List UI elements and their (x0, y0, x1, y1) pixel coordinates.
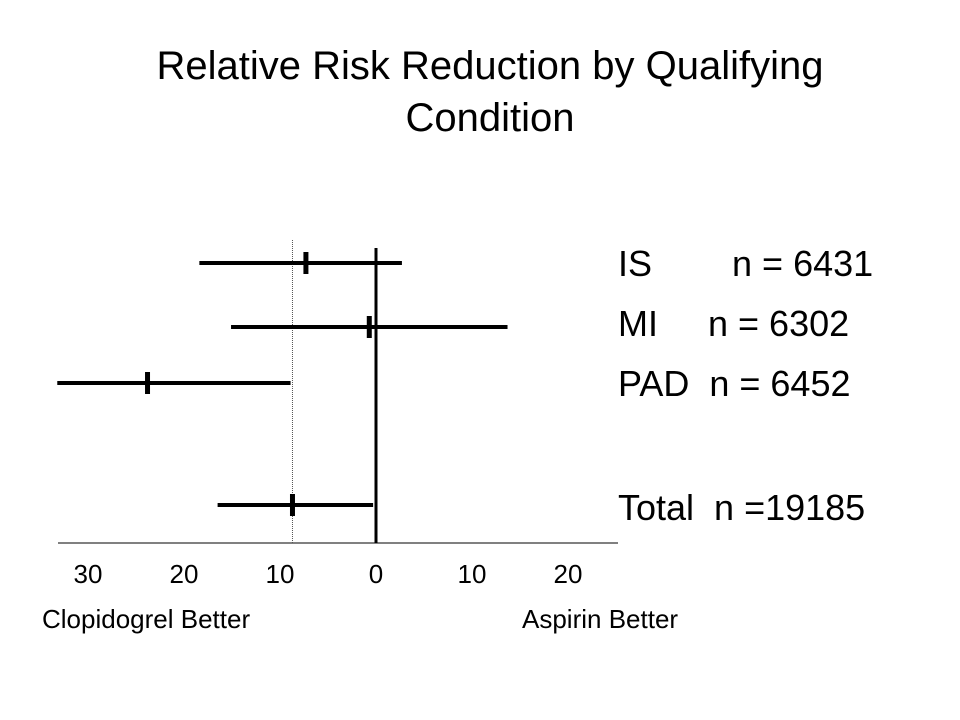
direction-label-clopidogrel: Clopidogrel Better (42, 604, 251, 634)
row-label-total: Total n =19185 (618, 487, 866, 528)
x-tick-label: 20 (554, 559, 583, 589)
x-tick-label: 10 (458, 559, 487, 589)
direction-label-aspirin: Aspirin Better (522, 604, 679, 634)
slide-title-line-1: Relative Risk Reduction by Qualifying (156, 44, 824, 88)
ticks-layer: 30 20 10 0 10 20 (74, 559, 583, 589)
row-label-mi: MI n = 6302 (618, 303, 850, 344)
slide-title-line-2: Condition (405, 96, 575, 140)
row-label-is: IS n = 6431 (618, 243, 874, 284)
grid-layer (58, 240, 618, 544)
x-tick-label: 0 (369, 559, 383, 589)
slide-title: Relative Risk Reduction by Qualifying Co… (0, 40, 960, 144)
x-tick-label: 20 (170, 559, 199, 589)
row-label-pad: PAD n = 6452 (618, 363, 851, 404)
x-tick-label: 30 (74, 559, 103, 589)
rows-layer (57, 252, 508, 516)
x-tick-label: 10 (266, 559, 295, 589)
